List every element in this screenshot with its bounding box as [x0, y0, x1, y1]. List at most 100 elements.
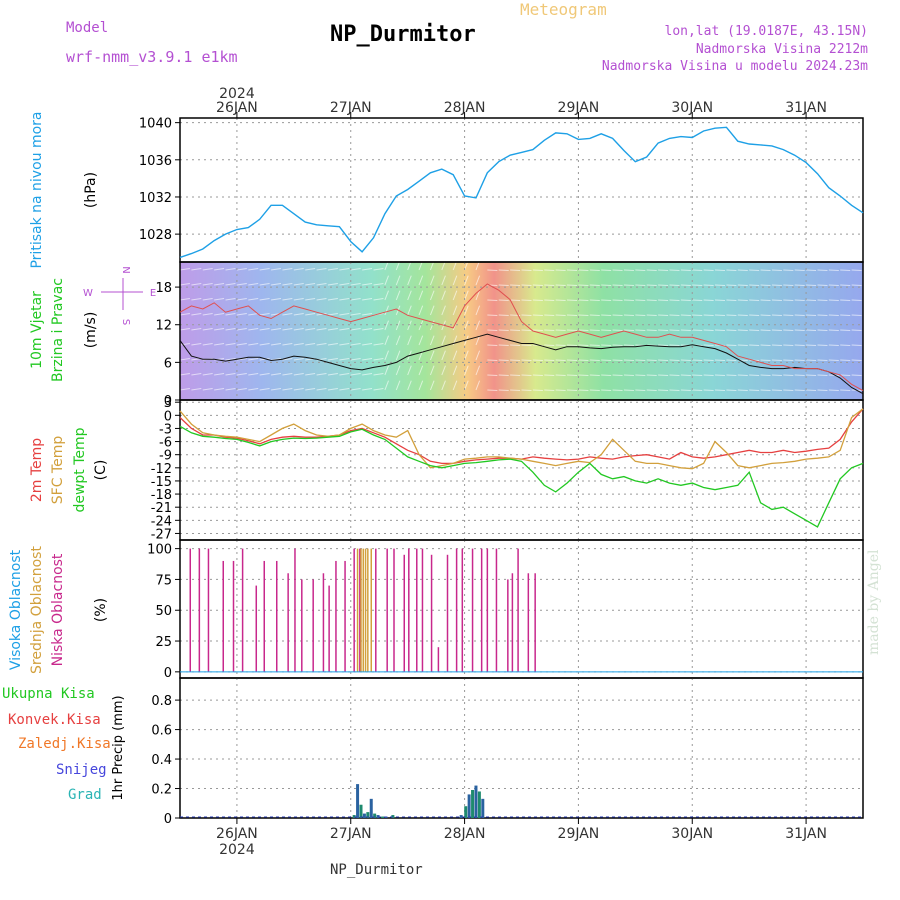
wind-barb [384, 380, 389, 391]
wind-barb [429, 335, 435, 346]
y-tick-label: 12 [155, 319, 172, 334]
wind-barb [327, 313, 338, 316]
wind-barb [305, 298, 316, 301]
cloud-axis-title-high: Visoka Oblacnost [8, 549, 24, 670]
wind-barb [270, 373, 282, 376]
lonlat-label: lon,lat (19.0187E, 43.15N) [664, 24, 869, 39]
compass-west-label: W [83, 288, 93, 299]
model-label: Model [66, 20, 109, 36]
wind-barb [179, 298, 190, 301]
wind-barb [282, 268, 293, 271]
wind-barb [339, 358, 350, 361]
wind-barb [441, 350, 446, 361]
model-name: wrf-nmm_v3.9.1 e1km [66, 48, 238, 66]
y-tick-label: 50 [155, 604, 172, 619]
wind-barb [236, 283, 247, 286]
elevation-label: Nadmorska Visina 2212m [695, 42, 868, 57]
wind-barb [293, 328, 304, 331]
wind-barb [305, 343, 316, 346]
wind-barb [316, 328, 327, 331]
wind-barb [225, 373, 236, 376]
precip-bar [471, 790, 475, 818]
wind-barb [236, 343, 247, 346]
wind-barb [179, 283, 190, 286]
y-tick-label: -18 [151, 488, 172, 503]
footer-station: NP_Durmitor [330, 862, 423, 878]
precip-bar [362, 813, 366, 818]
x-tick-label-top: 26JAN [216, 100, 258, 116]
y-tick-label: 1028 [139, 228, 172, 243]
precip-bar [459, 815, 463, 818]
model-elevation-label: Nadmorska Visina u modelu 2024.23m [601, 59, 868, 74]
x-tick-label-top: 28JAN [444, 100, 486, 116]
wind-barb [452, 305, 458, 316]
wind-barb [316, 343, 327, 346]
wind-barb [248, 343, 259, 346]
wind-barb [225, 343, 236, 346]
wind-barb [236, 358, 247, 361]
y-tick-label: -27 [151, 527, 172, 542]
panel-frame [179, 539, 864, 679]
wind-barb [270, 358, 282, 361]
wind-barb [429, 380, 435, 391]
wind-barb [214, 283, 225, 286]
wind-barb [373, 343, 384, 346]
wind-barb [327, 298, 338, 301]
wind-barb [452, 275, 458, 286]
wind-barb [214, 343, 225, 346]
y-tick-label: 25 [155, 635, 172, 650]
wind-barb [305, 313, 316, 316]
wind-barb [327, 283, 338, 286]
wind-barb [407, 335, 412, 346]
legend-hail: Grad [68, 787, 102, 803]
wind-barb [282, 298, 293, 301]
wind-barb [236, 328, 247, 331]
wind-barb [270, 343, 282, 346]
wind-barb [384, 290, 389, 301]
wind-speed-line [179, 333, 864, 395]
wind-barb [202, 328, 213, 331]
wind-barb [464, 365, 469, 376]
y-tick-label: 6 [164, 356, 172, 371]
y-tick-label: 18 [155, 281, 172, 296]
wind-barb [475, 335, 481, 346]
year-label-top: 2024 [219, 86, 255, 102]
precip-bar [373, 813, 377, 818]
wind-barb [327, 268, 338, 271]
wind-barb [452, 365, 458, 376]
wind-barb [384, 275, 389, 286]
wind-barb [407, 365, 412, 376]
precip-bar [467, 794, 471, 818]
wind-barb [407, 380, 412, 391]
y-tick-label: 0 [164, 409, 172, 424]
wind-barb [282, 313, 293, 316]
wind-barb [259, 343, 270, 346]
wind-barb [362, 283, 373, 286]
pressure-axis-title: Pritisak na nivou mora [29, 111, 45, 268]
x-tick-label-bottom: 31JAN [785, 826, 827, 842]
wind-barb [316, 388, 327, 391]
precip-axis-title: 1hr Precip (mm) [111, 695, 126, 800]
wind-barb [191, 388, 202, 391]
wind-barb [225, 268, 236, 271]
legend-frz-rain: Zaledj.Kisa [18, 736, 111, 752]
cloud-axis-title-low: Niska Oblacnost [50, 553, 66, 666]
compass-east-label: E [150, 288, 156, 299]
wind-barb [179, 358, 190, 361]
wind-barb [214, 313, 225, 316]
y-tick-label: 0.8 [151, 694, 172, 709]
y-tick-label: 0.4 [151, 753, 172, 768]
wind-barb [464, 305, 469, 316]
wind-barb [236, 298, 247, 301]
precip-bar [474, 785, 478, 818]
y-tick-label: 0 [164, 666, 172, 681]
pressure-unit-label: (hPa) [83, 172, 99, 208]
y-tick-label: -9 [159, 449, 172, 464]
wind-barb [225, 298, 236, 301]
wind-barb [441, 380, 446, 391]
wind-barb [293, 388, 304, 391]
wind-barb [475, 320, 481, 331]
wind-barb [179, 343, 190, 346]
wind-barb [339, 373, 350, 376]
wind-barb [225, 313, 236, 316]
